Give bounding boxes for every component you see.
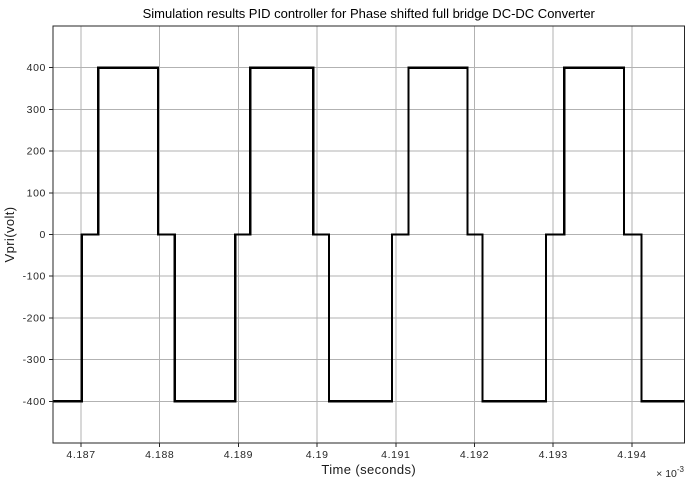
x-axis-label: Time (seconds) [321, 462, 416, 477]
multiplier-base: × 10 [656, 468, 677, 480]
y-tick-label: -400 [23, 396, 46, 408]
x-tick-label: 4.192 [460, 449, 489, 461]
x-tick-label: 4.19 [306, 449, 329, 461]
axis-tick-marks [49, 67, 633, 447]
x-tick-labels: 4.187 4.188 4.189 4.19 4.191 4.192 4.193 4.194 [66, 449, 646, 461]
y-tick-label: 0 [40, 229, 46, 241]
waveform-line [53, 66, 685, 403]
y-tick-labels: -400 -300 -200 -100 0 100 200 300 400 [23, 62, 46, 408]
x-tick-label: 4.189 [224, 449, 253, 461]
multiplier-exponent: -3 [677, 465, 685, 474]
x-tick-label: 4.191 [381, 449, 410, 461]
y-tick-label: 200 [27, 146, 46, 158]
x-tick-label: 4.193 [539, 449, 568, 461]
x-tick-label: 4.187 [66, 449, 95, 461]
y-tick-label: -200 [23, 312, 46, 324]
x-tick-label: 4.194 [617, 449, 646, 461]
y-tick-label: 100 [27, 187, 46, 199]
y-tick-label: -100 [23, 271, 46, 283]
y-tick-label: 400 [27, 62, 46, 74]
y-axis-label: Vpri(volt) [2, 206, 17, 262]
waveform-group [53, 66, 685, 403]
y-tick-label: -300 [23, 354, 46, 366]
x-tick-label: 4.188 [145, 449, 174, 461]
y-tick-label: 300 [27, 104, 46, 116]
x-axis-multiplier-icon: × 10-3 [656, 465, 684, 480]
chart-title: Simulation results PID controller for Ph… [143, 6, 596, 21]
